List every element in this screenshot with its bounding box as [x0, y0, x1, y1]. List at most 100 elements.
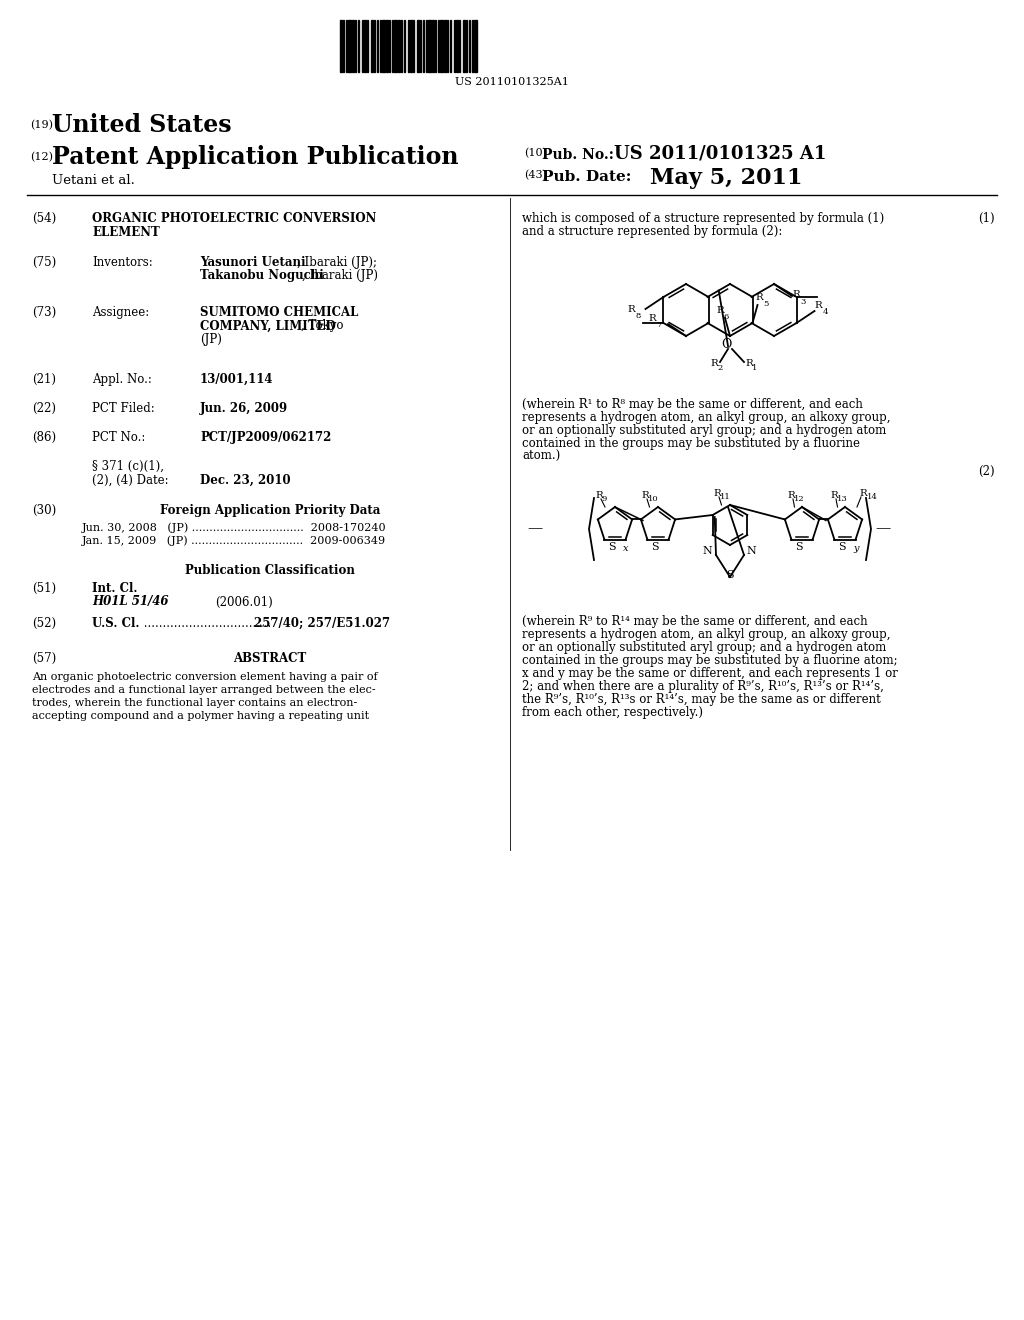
Text: Patent Application Publication: Patent Application Publication — [52, 145, 459, 169]
Text: Pub. No.:: Pub. No.: — [542, 148, 613, 162]
Text: (19): (19) — [30, 120, 53, 131]
Text: N: N — [746, 546, 756, 556]
Text: contained in the groups may be substituted by a fluorine: contained in the groups may be substitut… — [522, 437, 860, 450]
Text: Publication Classification: Publication Classification — [185, 564, 355, 577]
Text: electrodes and a functional layer arranged between the elec-: electrodes and a functional layer arrang… — [32, 685, 376, 696]
Text: R: R — [787, 491, 795, 500]
Bar — [440, 20, 443, 73]
Text: 8: 8 — [636, 312, 641, 319]
Text: trodes, wherein the functional layer contains an electron-: trodes, wherein the functional layer con… — [32, 698, 357, 708]
Bar — [398, 20, 400, 73]
Text: S: S — [651, 541, 658, 552]
Text: R: R — [595, 491, 603, 500]
Text: (wherein R⁹ to R¹⁴ may be the same or different, and each: (wherein R⁹ to R¹⁴ may be the same or di… — [522, 615, 867, 628]
Bar — [444, 20, 446, 73]
Text: (57): (57) — [32, 652, 56, 665]
Text: represents a hydrogen atom, an alkyl group, an alkoxy group,: represents a hydrogen atom, an alkyl gro… — [522, 411, 891, 424]
Bar — [432, 20, 434, 73]
Text: 4: 4 — [822, 308, 828, 315]
Text: , Ibaraki (JP);: , Ibaraki (JP); — [297, 256, 377, 269]
Text: 14: 14 — [867, 492, 878, 502]
Text: 6: 6 — [724, 313, 729, 321]
Text: H01L 51/46: H01L 51/46 — [92, 595, 169, 609]
Text: —: — — [527, 521, 543, 535]
Text: Dec. 23, 2010: Dec. 23, 2010 — [200, 474, 291, 487]
Text: R: R — [814, 301, 822, 310]
Text: 12: 12 — [794, 495, 805, 503]
Text: May 5, 2011: May 5, 2011 — [650, 168, 803, 189]
Text: COMPANY, LIMITED: COMPANY, LIMITED — [200, 319, 336, 333]
Text: Uetani et al.: Uetani et al. — [52, 174, 135, 187]
Text: (2): (2) — [978, 465, 995, 478]
Text: SUMITOMO CHEMICAL: SUMITOMO CHEMICAL — [200, 306, 358, 319]
Text: 2: 2 — [717, 364, 722, 372]
Text: R: R — [641, 491, 649, 500]
Bar — [394, 20, 397, 73]
Text: (wherein R¹ to R⁸ may be the same or different, and each: (wherein R¹ to R⁸ may be the same or dif… — [522, 399, 863, 411]
Text: Pub. Date:: Pub. Date: — [542, 170, 632, 183]
Text: ..................................: .................................. — [140, 616, 271, 630]
Text: (JP): (JP) — [200, 333, 222, 346]
Text: which is composed of a structure represented by formula (1): which is composed of a structure represe… — [522, 213, 885, 224]
Text: (73): (73) — [32, 306, 56, 319]
Text: (75): (75) — [32, 256, 56, 269]
Text: accepting compound and a polymer having a repeating unit: accepting compound and a polymer having … — [32, 711, 369, 721]
Text: R: R — [628, 305, 635, 314]
Text: —: — — [874, 521, 890, 535]
Text: from each other, respectively.): from each other, respectively.) — [522, 706, 703, 719]
Text: x and y may be the same or different, and each represents 1 or: x and y may be the same or different, an… — [522, 667, 898, 680]
Text: or an optionally substituted aryl group; and a hydrogen atom: or an optionally substituted aryl group;… — [522, 424, 886, 437]
Bar — [386, 20, 388, 73]
Text: (86): (86) — [32, 432, 56, 444]
Text: Yasunori Uetani: Yasunori Uetani — [200, 256, 305, 269]
Text: 257/40; 257/E51.027: 257/40; 257/E51.027 — [254, 616, 390, 630]
Text: R: R — [830, 491, 838, 500]
Text: , Ibaraki (JP): , Ibaraki (JP) — [302, 269, 378, 282]
Text: Inventors:: Inventors: — [92, 256, 153, 269]
Text: (54): (54) — [32, 213, 56, 224]
Text: ABSTRACT: ABSTRACT — [233, 652, 306, 665]
Text: S: S — [608, 541, 615, 552]
Text: O: O — [721, 338, 731, 351]
Text: R: R — [716, 306, 724, 315]
Text: Assignee:: Assignee: — [92, 306, 150, 319]
Text: R: R — [710, 359, 718, 368]
Text: R: R — [756, 293, 763, 302]
Text: and a structure represented by formula (2):: and a structure represented by formula (… — [522, 224, 782, 238]
Text: (52): (52) — [32, 616, 56, 630]
Text: S: S — [726, 570, 733, 579]
Bar — [474, 20, 477, 73]
Text: § 371 (c)(1),: § 371 (c)(1), — [92, 459, 164, 473]
Text: S: S — [839, 541, 846, 552]
Bar — [352, 20, 354, 73]
Bar — [417, 20, 419, 73]
Text: (21): (21) — [32, 374, 56, 385]
Text: (51): (51) — [32, 582, 56, 595]
Text: PCT No.:: PCT No.: — [92, 432, 145, 444]
Text: Takanobu Noguchi: Takanobu Noguchi — [200, 269, 324, 282]
Text: An organic photoelectric conversion element having a pair of: An organic photoelectric conversion elem… — [32, 672, 378, 682]
Text: Appl. No.:: Appl. No.: — [92, 374, 152, 385]
Text: 2; and when there are a plurality of R⁹’s, R¹⁰’s, R¹³’s or R¹⁴’s,: 2; and when there are a plurality of R⁹’… — [522, 680, 884, 693]
Text: 3: 3 — [800, 298, 805, 306]
Bar — [463, 20, 465, 73]
Text: (1): (1) — [978, 213, 995, 224]
Text: (43): (43) — [524, 170, 547, 181]
Bar — [382, 20, 385, 73]
Text: 11: 11 — [720, 492, 731, 502]
Text: US 20110101325A1: US 20110101325A1 — [455, 77, 569, 87]
Bar — [348, 20, 351, 73]
Text: PCT/JP2009/062172: PCT/JP2009/062172 — [200, 432, 332, 444]
Text: y: y — [853, 544, 858, 553]
Bar — [340, 20, 342, 73]
Text: S: S — [796, 541, 803, 552]
Text: atom.): atom.) — [522, 450, 560, 463]
Text: x: x — [623, 544, 629, 553]
Text: Jun. 26, 2009: Jun. 26, 2009 — [200, 403, 288, 414]
Text: U.S. Cl.: U.S. Cl. — [92, 616, 139, 630]
Text: (30): (30) — [32, 504, 56, 517]
Text: 13/001,114: 13/001,114 — [200, 374, 273, 385]
Text: R: R — [713, 488, 721, 498]
Text: 9: 9 — [602, 495, 607, 503]
Text: Jan. 15, 2009   (JP) ................................  2009-006349: Jan. 15, 2009 (JP) .....................… — [82, 536, 386, 546]
